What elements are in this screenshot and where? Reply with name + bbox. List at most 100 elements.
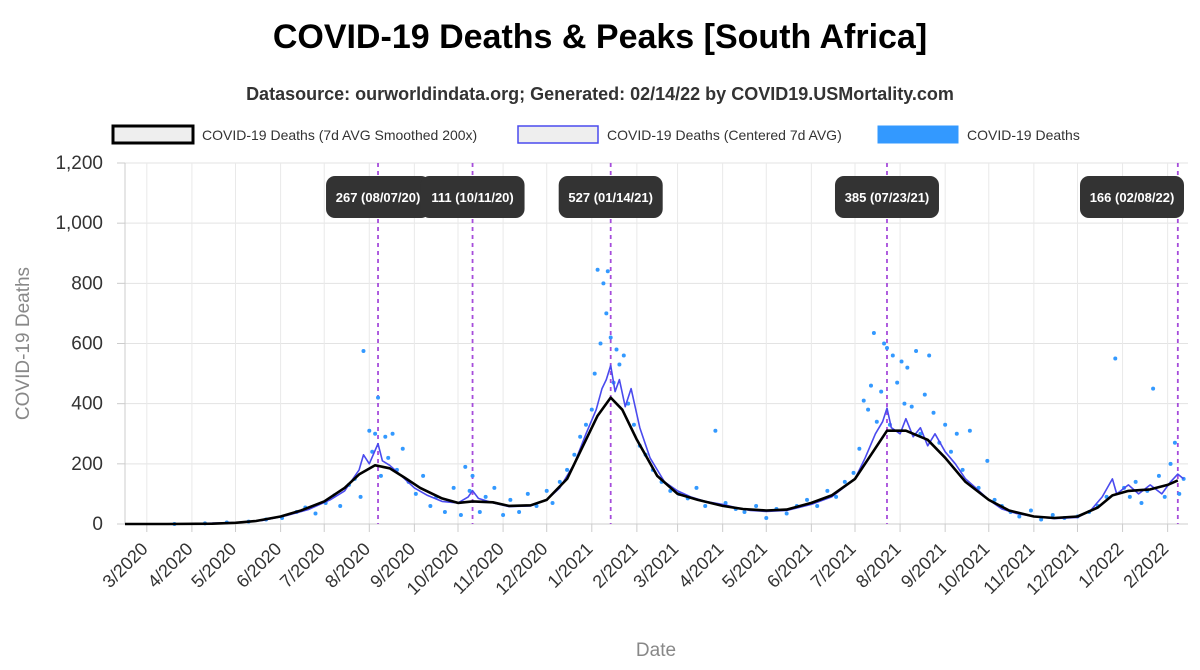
data-point <box>550 500 555 505</box>
data-point <box>361 349 366 354</box>
data-point <box>805 497 810 502</box>
data-point <box>557 479 562 484</box>
data-point <box>861 398 866 403</box>
data-point <box>313 511 318 516</box>
data-point <box>985 458 990 463</box>
y-tick-label: 400 <box>71 394 103 415</box>
peak-label: 527 (01/14/21) <box>558 176 663 218</box>
x-tick-label: 8/2020 <box>321 539 374 592</box>
x-axis-title: Date <box>636 640 676 661</box>
data-point <box>373 431 378 436</box>
data-point <box>376 395 381 400</box>
data-point <box>470 473 475 478</box>
data-point <box>578 434 583 439</box>
x-tick-label: 8/2021 <box>852 539 905 592</box>
data-point <box>621 353 626 358</box>
x-tick-label: 4/2021 <box>674 539 727 592</box>
data-point <box>367 428 372 433</box>
peak-label-box <box>834 176 939 218</box>
legend-swatch <box>517 125 599 144</box>
data-point <box>378 473 383 478</box>
data-point <box>899 359 904 364</box>
peak-label: 111 (10/11/20) <box>420 176 525 218</box>
data-point <box>1151 386 1156 391</box>
data-point <box>890 353 895 358</box>
peak-label-text: 111 (10/11/20) <box>431 190 513 205</box>
data-point <box>572 452 577 457</box>
x-tick-label: 3/2020 <box>99 539 152 592</box>
data-point <box>868 383 873 388</box>
data-point <box>884 346 889 351</box>
data-point <box>525 491 530 496</box>
x-tick-label: 7/2021 <box>807 539 860 592</box>
peak-label: 267 (08/07/20) <box>326 176 431 218</box>
data-point <box>1050 512 1055 517</box>
data-point <box>857 446 862 451</box>
data-point <box>598 341 603 346</box>
x-tick-label: 7/2020 <box>276 539 329 592</box>
data-point <box>943 422 948 427</box>
axes: 02004006008001,0001,2003/20204/20205/202… <box>13 153 1188 661</box>
data-point <box>967 428 972 433</box>
series-deaths-points <box>172 267 1186 526</box>
data-point <box>922 392 927 397</box>
peak-label-text: 385 (07/23/21) <box>845 190 930 205</box>
data-point <box>386 455 391 460</box>
x-tick-label: 5/2021 <box>718 539 771 592</box>
data-point <box>1113 356 1118 361</box>
data-point <box>834 494 839 499</box>
peak-label-text: 166 (02/08/22) <box>1090 190 1175 205</box>
chart-subtitle: Datasource: ourworldindata.org; Generate… <box>246 84 954 104</box>
data-point <box>390 431 395 436</box>
data-point <box>866 407 871 412</box>
x-tick-label: 4/2020 <box>144 539 197 592</box>
legend: COVID-19 Deaths (7d AVG Smoothed 200x) CO… <box>111 124 1080 145</box>
x-tick-label: 3/2021 <box>629 539 682 592</box>
data-point <box>1127 494 1132 499</box>
data-point <box>879 389 884 394</box>
peak-label-box <box>1080 176 1184 218</box>
y-tick-label: 800 <box>71 273 103 294</box>
data-point <box>1177 491 1182 496</box>
data-point <box>517 509 522 514</box>
data-point <box>338 503 343 508</box>
data-point <box>458 512 463 517</box>
peak-label-text: 527 (01/14/21) <box>568 190 653 205</box>
data-point <box>895 380 900 385</box>
data-point <box>1039 517 1044 522</box>
data-point <box>592 371 597 376</box>
data-point <box>1168 461 1173 466</box>
series-line-smoothed <box>125 396 1179 526</box>
data-point <box>851 470 856 475</box>
peak-label-text: 267 (08/07/20) <box>336 190 421 205</box>
data-point <box>713 428 718 433</box>
series-lines <box>124 364 1185 526</box>
data-point <box>400 446 405 451</box>
data-point <box>1139 500 1144 505</box>
data-point <box>902 401 907 406</box>
legend-swatch <box>111 124 195 145</box>
x-tick-label: 5/2020 <box>187 539 240 592</box>
data-point <box>882 341 887 346</box>
data-point <box>589 407 594 412</box>
y-tick-label: 0 <box>92 514 103 535</box>
data-point <box>914 349 919 354</box>
data-point <box>918 431 923 436</box>
x-tick-label: 1/2021 <box>544 539 597 592</box>
data-point <box>617 362 622 367</box>
data-point <box>483 494 488 499</box>
data-point <box>723 500 728 505</box>
data-point <box>909 404 914 409</box>
legend-label: COVID-19 Deaths <box>967 127 1080 143</box>
data-point <box>1162 494 1167 499</box>
data-point <box>764 515 769 520</box>
y-tick-label: 600 <box>71 334 103 355</box>
data-point <box>544 488 549 493</box>
peak-label-box <box>326 176 431 218</box>
data-point <box>742 509 747 514</box>
data-point <box>614 347 619 352</box>
data-point <box>442 509 447 514</box>
data-point <box>421 473 426 478</box>
data-point <box>694 485 699 490</box>
